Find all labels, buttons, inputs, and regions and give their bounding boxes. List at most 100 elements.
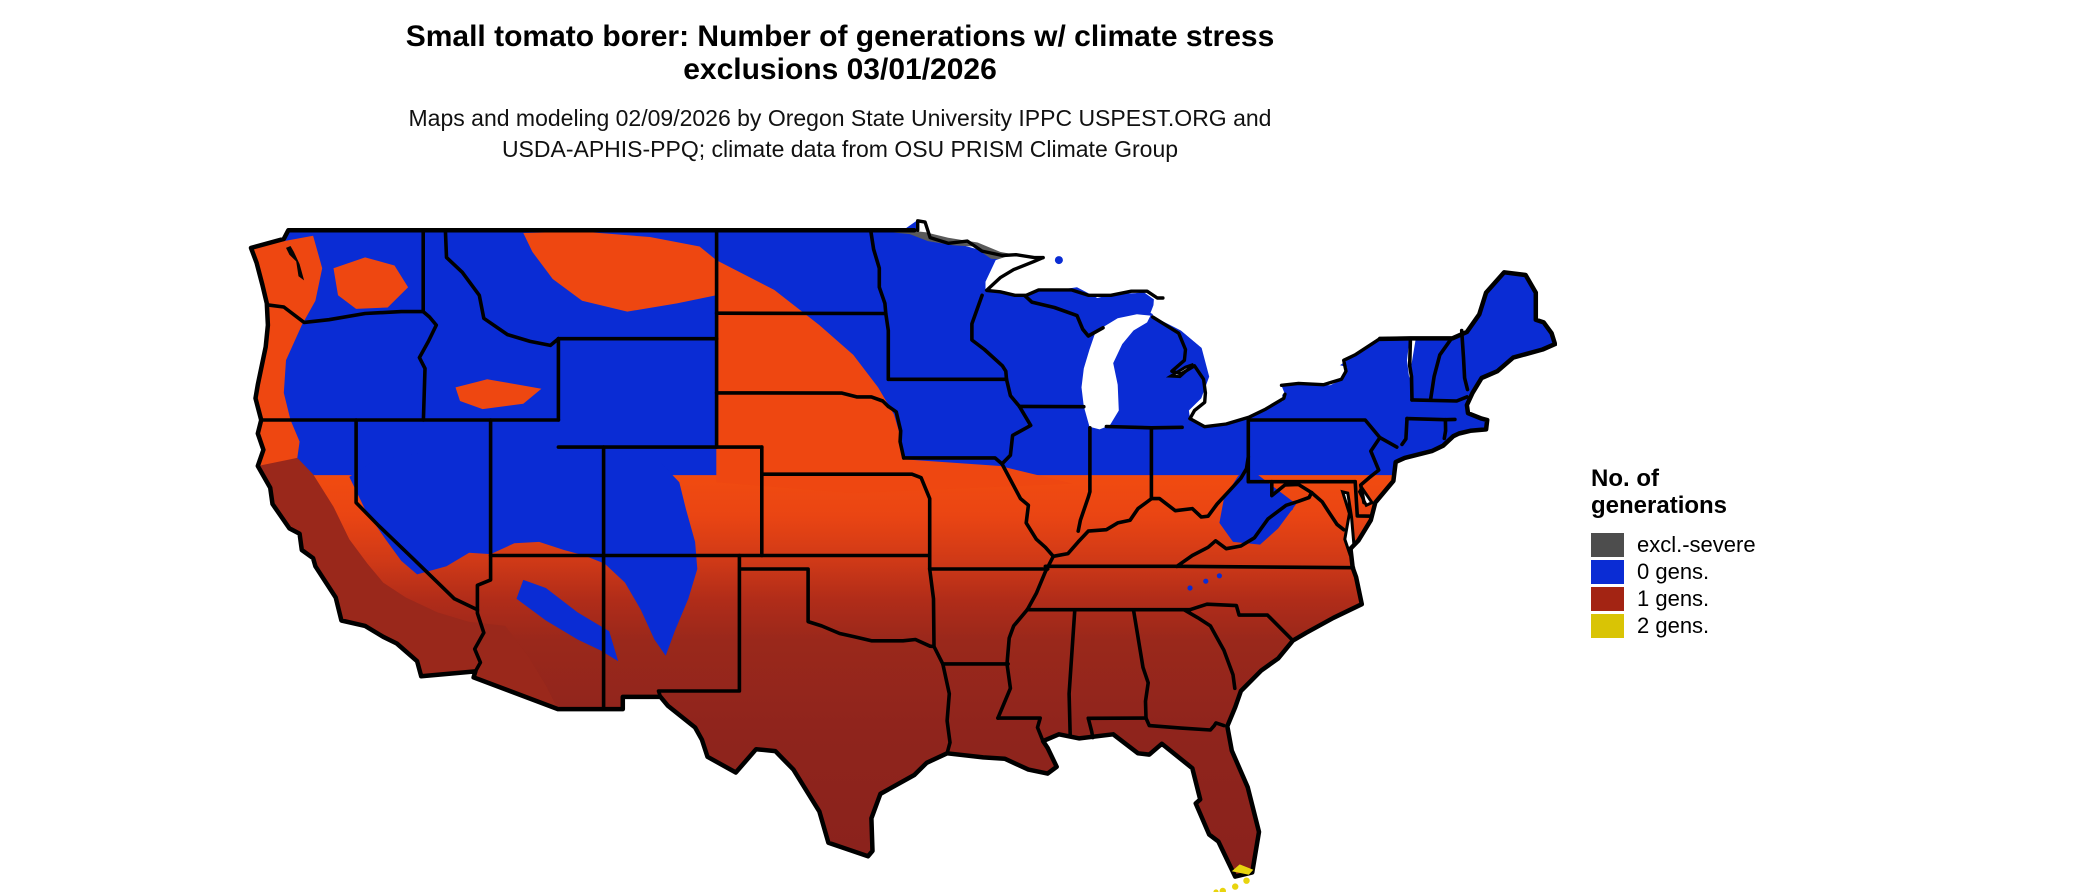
- state-border: [1407, 336, 1414, 402]
- conus-coastline: [248, 228, 1558, 879]
- conus-land: [251, 220, 1555, 877]
- state-border: [1067, 608, 1077, 738]
- california-southwest-red: [257, 457, 558, 710]
- state-border: [886, 404, 906, 460]
- map-dot: [1232, 883, 1239, 890]
- lake-ontario: [1281, 363, 1348, 386]
- map-dot: [1203, 578, 1209, 584]
- state-border: [1405, 416, 1457, 422]
- state-border: [1400, 416, 1409, 447]
- state-border: [265, 303, 425, 325]
- state-border: [738, 567, 936, 649]
- lake-michigan: [1081, 314, 1151, 430]
- great-basin-blue: [349, 449, 698, 656]
- snake-plain-orange: [455, 379, 542, 410]
- state-border: [1459, 328, 1470, 392]
- map-dot: [1187, 585, 1193, 591]
- state-border: [1378, 435, 1399, 449]
- legend-swatch-0-gens: [1591, 560, 1624, 584]
- map-land: [251, 220, 1555, 877]
- map-yellow-two-gens: [1213, 864, 1254, 892]
- map-coast-outline: [248, 228, 1558, 879]
- legend-label: 1 gens.: [1637, 586, 1710, 611]
- map-subtitle: Maps and modeling 02/09/2026 by Oregon S…: [0, 103, 1680, 165]
- title-line-1: Small tomato borer: Number of generation…: [405, 20, 1275, 53]
- state-border: [656, 553, 742, 699]
- map-puget-sound: [286, 246, 305, 281]
- page-title: Small tomato borer: Number of generation…: [0, 20, 1680, 86]
- state-border: [1131, 608, 1150, 720]
- state-border: [1175, 564, 1356, 570]
- legend-swatch-1-gens: [1591, 587, 1624, 611]
- map-lake-shorelines: [916, 219, 1382, 429]
- state-border: [1410, 395, 1469, 403]
- minnesota-canada-border: [916, 219, 1045, 260]
- columbia-basin-orange: [333, 257, 409, 309]
- map-state-borders: [259, 228, 1470, 756]
- state-border: [475, 418, 493, 612]
- puget-sound: [286, 246, 305, 281]
- map-dot: [1216, 573, 1222, 579]
- state-border: [760, 472, 932, 571]
- state-border: [1309, 490, 1346, 532]
- ontario-shore: [1279, 337, 1382, 387]
- plains-orange: [716, 260, 1073, 494]
- appalachia-blue: [1219, 466, 1297, 545]
- state-border: [996, 554, 1056, 720]
- map-header: Small tomato borer: Number of generation…: [0, 20, 1680, 165]
- state-border: [1051, 455, 1251, 559]
- map-blue-overlays: [349, 449, 1297, 662]
- subtitle-line-2: USDA-APHIS-PPQ; climate data from OSU PR…: [501, 136, 1179, 162]
- legend-label: 0 gens.: [1637, 559, 1710, 584]
- legend-row-1-gens: 1 gens.: [1591, 587, 1756, 611]
- huron-shore: [1151, 315, 1208, 395]
- erie-shore: [1188, 392, 1287, 429]
- map-orange-overlays: [251, 231, 1073, 494]
- state-border: [1428, 336, 1454, 402]
- state-border: [1076, 426, 1092, 533]
- us-generations-map: [225, 214, 1558, 892]
- state-border: [927, 567, 945, 666]
- state-border: [1246, 418, 1357, 484]
- south-florida-yellow: [1231, 864, 1254, 875]
- legend-title-line-1: No. of: [1591, 465, 1659, 492]
- state-border: [1353, 479, 1374, 518]
- state-border: [1442, 417, 1448, 441]
- state-border: [1188, 602, 1295, 643]
- lake-huron: [1152, 306, 1262, 393]
- subtitle-line-1: Maps and modeling 02/09/2026 by Oregon S…: [408, 105, 1272, 131]
- us-map-svg: [248, 219, 1558, 892]
- state-border: [1104, 424, 1184, 430]
- state-border: [417, 228, 439, 422]
- legend-row-excl-severe: excl.-severe: [1591, 533, 1756, 557]
- state-border: [714, 391, 891, 409]
- detroit-corridor: [1188, 391, 1208, 421]
- map-legend: No. of generations excl.-severe 0 gens. …: [1591, 465, 1756, 641]
- state-border: [941, 662, 952, 756]
- legend-rows: excl.-severe 0 gens. 1 gens. 2 gens.: [1591, 533, 1756, 638]
- legend-title: No. of generations: [1591, 465, 1756, 519]
- map-dot: [1054, 256, 1063, 265]
- montana-orange: [523, 231, 717, 312]
- map-dot: [1213, 889, 1219, 892]
- arizona-highlands-blue: [516, 579, 619, 662]
- legend-swatch-excl-severe: [1591, 533, 1624, 557]
- state-border: [970, 293, 1056, 559]
- state-border: [1086, 716, 1226, 732]
- legend-title-line-2: generations: [1591, 492, 1728, 519]
- state-border: [901, 456, 1004, 466]
- map-dot: [1219, 887, 1226, 892]
- state-border: [1246, 418, 1382, 505]
- map-dot: [1269, 523, 1276, 529]
- legend-label: 2 gens.: [1637, 613, 1710, 638]
- state-border: [1175, 490, 1314, 569]
- state-border: [443, 228, 561, 348]
- state-border: [1023, 294, 1105, 338]
- state-border: [868, 228, 891, 382]
- superior-shore: [984, 255, 1165, 300]
- lake-erie: [1189, 395, 1285, 427]
- state-border: [1270, 479, 1314, 498]
- state-border: [1086, 716, 1095, 740]
- legend-row-2-gens: 2 gens.: [1591, 614, 1756, 638]
